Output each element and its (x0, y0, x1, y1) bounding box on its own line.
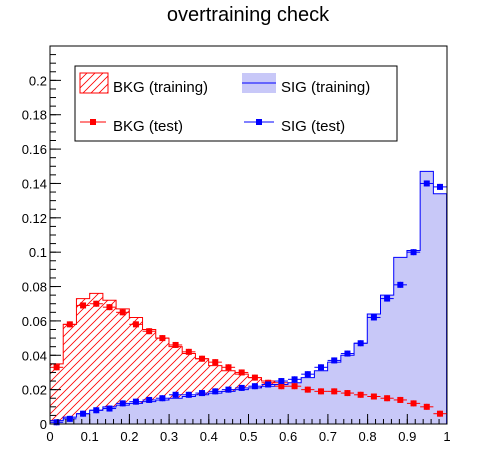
data-point (331, 388, 338, 395)
data-point (185, 348, 192, 355)
data-point (357, 340, 364, 347)
x-tick-label: 0.6 (279, 429, 297, 444)
y-axis: 0 0.02 0.04 0.06 0.08 0.1 0.12 0.14 0.16 0.18 0.2 (22, 45, 61, 432)
series-bkg-test (50, 300, 447, 417)
x-tick-label: 0.3 (160, 429, 178, 444)
data-point (159, 395, 166, 402)
data-point (318, 364, 325, 371)
data-point (238, 369, 245, 376)
data-point (225, 386, 232, 393)
y-tick-label: 0.1 (29, 245, 47, 260)
data-point (146, 328, 153, 335)
data-point (423, 180, 430, 187)
x-tick-label: 0.2 (120, 429, 138, 444)
data-point (370, 314, 377, 321)
x-tick-label: 0.4 (200, 429, 218, 444)
data-point (53, 419, 60, 426)
data-point (53, 364, 60, 371)
data-point (106, 304, 113, 311)
x-tick-label: 0.9 (398, 429, 416, 444)
data-point (212, 388, 219, 395)
legend-label-bkg-training: BKG (training) (113, 79, 208, 96)
data-point (370, 393, 377, 400)
data-point (357, 391, 364, 398)
data-point (265, 381, 272, 388)
data-point (331, 357, 338, 364)
data-point (304, 386, 311, 393)
data-point (80, 410, 87, 417)
x-tick-label: 0.8 (359, 429, 377, 444)
data-point (119, 400, 126, 407)
y-tick-label: 0.04 (22, 348, 47, 363)
y-tick-label: 0.16 (22, 142, 47, 157)
legend-label-sig-training: SIG (training) (281, 79, 370, 96)
data-point (384, 295, 391, 302)
legend-label-sig-test: SIG (test) (281, 118, 345, 135)
data-point (66, 321, 73, 328)
data-point (344, 390, 351, 397)
y-tick-label: 0.18 (22, 108, 47, 123)
data-point (185, 391, 192, 398)
x-tick-label: 0 (46, 429, 53, 444)
y-tick-label: 0.06 (22, 314, 47, 329)
data-point (146, 396, 153, 403)
y-tick-label: 0 (40, 417, 47, 432)
data-point (397, 281, 404, 288)
data-point (93, 300, 100, 307)
data-point (172, 341, 179, 348)
data-point (436, 183, 443, 190)
y-tick-label: 0.02 (22, 383, 47, 398)
x-tick-label: 0.5 (239, 429, 257, 444)
data-point (80, 302, 87, 309)
y-tick-label: 0.12 (22, 211, 47, 226)
data-point (159, 335, 166, 342)
series-sig-test (50, 180, 447, 426)
y-tick-label: 0.14 (22, 176, 47, 191)
data-point (238, 384, 245, 391)
data-point (119, 309, 126, 316)
data-point (106, 405, 113, 412)
series-layer (49, 170, 448, 426)
data-point (199, 355, 206, 362)
data-point (397, 396, 404, 403)
x-tick-label: 0.7 (319, 429, 337, 444)
legend: BKG (training) SIG (training) BKG (test)… (74, 65, 398, 142)
legend-swatch-sig-test-marker (256, 119, 262, 125)
data-point (384, 395, 391, 402)
data-point (423, 403, 430, 410)
data-point (132, 398, 139, 405)
legend-swatch-bkg-training (79, 72, 109, 94)
chart-title: overtraining check (167, 4, 330, 26)
x-tick-label: 1 (443, 429, 450, 444)
data-point (436, 410, 443, 417)
data-point (251, 374, 258, 381)
data-point (199, 390, 206, 397)
data-point (225, 364, 232, 371)
y-tick-label: 0.2 (29, 73, 47, 88)
x-tick-label: 0.1 (81, 429, 99, 444)
data-point (410, 400, 417, 407)
data-point (132, 321, 139, 328)
data-point (251, 383, 258, 390)
data-point (278, 378, 285, 385)
data-point (344, 350, 351, 357)
legend-swatch-bkg-test-marker (90, 119, 96, 125)
data-point (93, 407, 100, 414)
data-point (304, 371, 311, 378)
data-point (278, 383, 285, 390)
x-axis: 0 0.1 0.2 0.3 0.4 0.5 0.6 0.7 0.8 0.9 1 (46, 414, 451, 444)
data-point (318, 388, 325, 395)
data-point (410, 249, 417, 256)
legend-label-bkg-test: BKG (test) (113, 118, 183, 135)
data-point (291, 376, 298, 383)
data-point (66, 415, 73, 422)
legend-box (74, 65, 398, 142)
data-point (291, 383, 298, 390)
data-point (212, 359, 219, 366)
y-tick-label: 0.08 (22, 280, 47, 295)
data-point (172, 391, 179, 398)
